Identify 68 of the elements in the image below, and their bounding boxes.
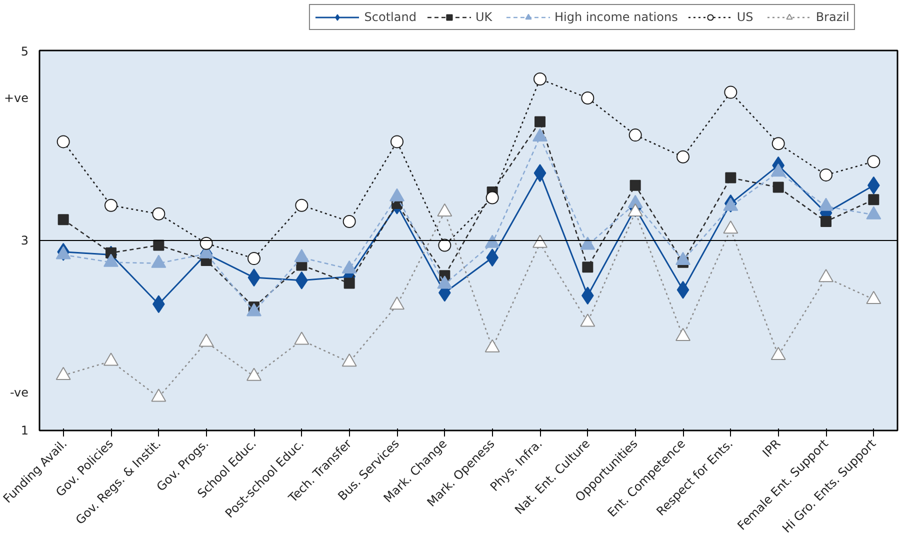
point [438, 238, 452, 252]
point [56, 135, 70, 148]
point [676, 280, 690, 299]
y-tick-label: +ve [4, 91, 29, 105]
point [772, 182, 784, 193]
point [676, 328, 690, 341]
point [151, 254, 166, 268]
y-tick-label: -ve [10, 386, 29, 400]
point [58, 214, 69, 226]
legend-label: US [736, 10, 754, 24]
point [866, 290, 882, 304]
point [342, 260, 357, 274]
point [295, 198, 308, 212]
y-tick-label: 3 [20, 234, 29, 248]
legend-label: Brazil [816, 10, 850, 24]
point [581, 92, 594, 104]
point [104, 198, 118, 212]
point [484, 339, 500, 352]
point [534, 72, 546, 86]
y-tick-label: 1 [20, 424, 29, 438]
point [390, 296, 404, 310]
legend-label: UK [475, 10, 494, 24]
point [390, 135, 404, 148]
point [437, 276, 452, 289]
point [294, 249, 310, 262]
point [200, 236, 213, 250]
point [151, 388, 166, 402]
point [725, 172, 736, 184]
point [246, 303, 262, 316]
point [534, 164, 546, 182]
point [294, 332, 310, 345]
point [104, 352, 118, 366]
point [676, 150, 690, 164]
point [868, 194, 880, 206]
point [582, 262, 594, 273]
point [342, 354, 357, 367]
point [246, 368, 262, 381]
point [820, 216, 832, 227]
point [104, 254, 118, 267]
x-tick-label: IPR [760, 436, 784, 460]
point [580, 314, 596, 327]
legend-label: Scotland [364, 10, 416, 24]
point [198, 334, 214, 347]
point [723, 220, 738, 234]
point [56, 246, 71, 260]
point [152, 207, 166, 220]
point [56, 366, 71, 380]
point [486, 191, 499, 204]
point [770, 346, 786, 360]
point [153, 240, 164, 251]
point [724, 86, 738, 99]
point [532, 234, 548, 248]
point [772, 137, 785, 150]
point [248, 268, 260, 287]
point [342, 215, 356, 228]
point [867, 155, 880, 168]
point [344, 278, 355, 289]
point [580, 236, 596, 250]
legend-label: High income nations [554, 10, 678, 24]
point [676, 252, 690, 265]
point [630, 180, 641, 191]
point [248, 252, 260, 266]
point [818, 268, 834, 282]
y-tick-label: 5 [20, 44, 29, 58]
point [820, 168, 832, 182]
point [534, 116, 546, 128]
point [484, 234, 500, 248]
point [628, 128, 642, 142]
